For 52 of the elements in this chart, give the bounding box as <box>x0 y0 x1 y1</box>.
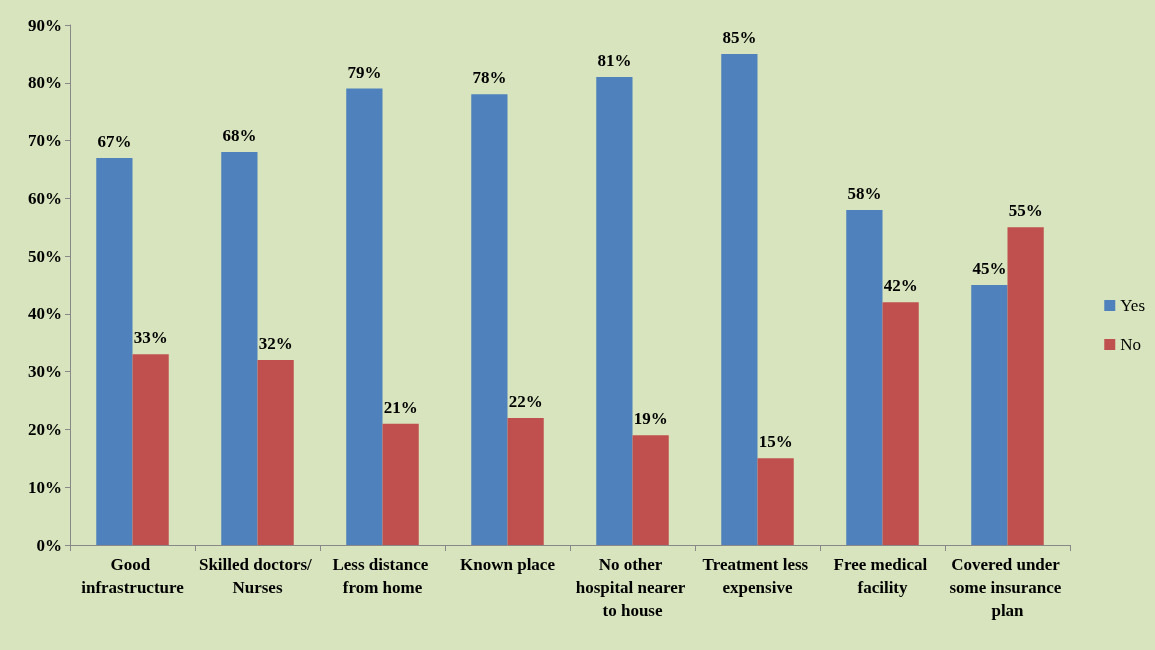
bar <box>596 77 633 545</box>
bar <box>221 152 258 545</box>
x-tick-label: Covered under some insurance plan <box>949 555 1066 620</box>
data-label: 45% <box>972 259 1007 278</box>
bar <box>721 53 758 545</box>
bar <box>971 285 1008 545</box>
data-label: 33% <box>133 328 168 348</box>
bar <box>346 88 383 545</box>
bar <box>257 360 294 545</box>
x-tick-label: Less distance from home <box>332 555 433 597</box>
x-tick-label: Known place <box>460 555 556 574</box>
y-tick-label: 50% <box>28 246 62 266</box>
data-label: 42% <box>883 276 918 296</box>
data-label: 67% <box>97 131 132 151</box>
y-tick-label: 80% <box>28 73 62 93</box>
bar <box>757 458 794 545</box>
x-tick-label: Good infrastructure <box>81 555 185 597</box>
bar <box>1007 227 1044 545</box>
y-tick-label: 0% <box>36 535 62 555</box>
data-label: 32% <box>258 334 293 354</box>
data-label: 58% <box>847 183 882 203</box>
bar <box>507 417 544 545</box>
y-tick-label: 90% <box>28 15 62 35</box>
data-label: 15% <box>758 432 793 452</box>
bar <box>471 94 508 545</box>
bar <box>882 302 919 545</box>
data-label: 78% <box>472 68 507 88</box>
x-tick-label: No other hospital nearer to house <box>575 555 690 620</box>
y-tick-label: 60% <box>28 188 62 208</box>
data-label: 19% <box>633 409 668 429</box>
data-label: 55% <box>1008 201 1043 221</box>
bar <box>632 435 669 545</box>
x-tick-label: Free medical facility <box>833 555 932 597</box>
data-label: 85% <box>722 27 757 47</box>
bar <box>846 209 883 545</box>
legend-label: No <box>1120 335 1142 354</box>
y-tick-label: 40% <box>28 304 62 324</box>
data-label: 79% <box>347 62 382 82</box>
legend-label: Yes <box>1120 296 1146 315</box>
x-tick-label: Treatment less expensive <box>702 555 813 597</box>
y-tick-label: 20% <box>28 419 62 439</box>
data-label: 81% <box>597 51 632 70</box>
y-tick-label: 30% <box>28 362 62 382</box>
x-tick-label: Skilled doctors/ Nurses <box>198 555 317 597</box>
bar <box>96 157 133 545</box>
bar <box>382 423 419 545</box>
y-tick-label: 70% <box>28 131 62 151</box>
data-label: 21% <box>383 397 418 417</box>
data-label: 22% <box>508 391 543 411</box>
data-label: 68% <box>222 126 257 146</box>
bar <box>132 354 169 545</box>
y-tick-label: 10% <box>28 477 62 497</box>
